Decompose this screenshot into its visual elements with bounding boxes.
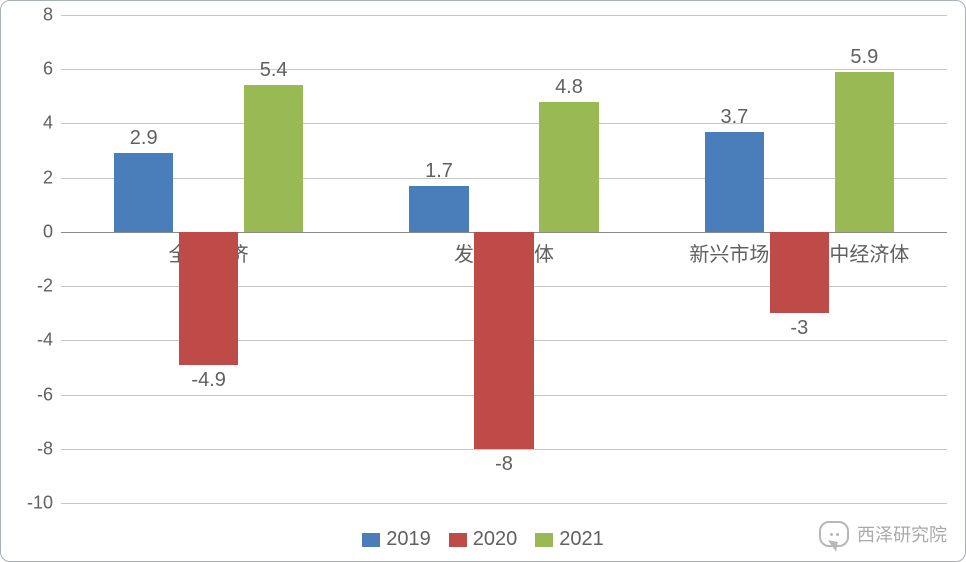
y-tick-label: 0: [11, 221, 53, 242]
y-tick-label: 6: [11, 59, 53, 80]
data-label: 5.4: [260, 59, 288, 82]
legend-item: 2020: [449, 528, 518, 551]
bar: [770, 232, 829, 313]
watermark-text: 西泽研究院: [857, 521, 947, 547]
gridline: [61, 503, 947, 504]
legend-swatch: [362, 533, 380, 547]
bar: [244, 85, 303, 231]
bar: [114, 153, 173, 232]
chart-container: 86420-2-4-6-8-10全球经济发达经济体新兴市场和发展中经济体2.91…: [0, 0, 966, 562]
plot-area: 86420-2-4-6-8-10全球经济发达经济体新兴市场和发展中经济体2.91…: [61, 15, 947, 503]
wechat-icon: [819, 521, 849, 547]
gridline: [61, 123, 947, 124]
y-tick-label: -6: [11, 384, 53, 405]
legend-label: 2019: [386, 528, 431, 551]
bar: [835, 72, 894, 232]
gridline: [61, 178, 947, 179]
y-tick-label: -2: [11, 276, 53, 297]
legend-item: 2019: [362, 528, 431, 551]
bar: [705, 132, 764, 232]
legend-label: 2020: [473, 528, 518, 551]
bar: [409, 186, 468, 232]
bar: [179, 232, 238, 365]
data-label: -3: [790, 317, 808, 340]
data-label: -8: [495, 453, 513, 476]
data-label: 5.9: [850, 46, 878, 69]
bar: [539, 102, 598, 232]
y-tick-label: 4: [11, 113, 53, 134]
data-label: 2.9: [130, 127, 158, 150]
gridline: [61, 449, 947, 450]
legend-item: 2021: [535, 528, 604, 551]
data-label: 4.8: [555, 76, 583, 99]
data-label: 1.7: [425, 160, 453, 183]
y-tick-label: 2: [11, 167, 53, 188]
y-tick-label: -4: [11, 330, 53, 351]
gridline: [61, 69, 947, 70]
y-tick-label: -10: [11, 493, 53, 514]
gridline: [61, 15, 947, 16]
watermark: 西泽研究院: [819, 521, 947, 547]
legend-swatch: [449, 533, 467, 547]
y-tick-label: -8: [11, 438, 53, 459]
legend-swatch: [535, 533, 553, 547]
y-tick-label: 8: [11, 5, 53, 26]
legend-label: 2021: [559, 528, 604, 551]
bar: [474, 232, 533, 449]
data-label: -4.9: [191, 369, 225, 392]
data-label: 3.7: [720, 106, 748, 129]
